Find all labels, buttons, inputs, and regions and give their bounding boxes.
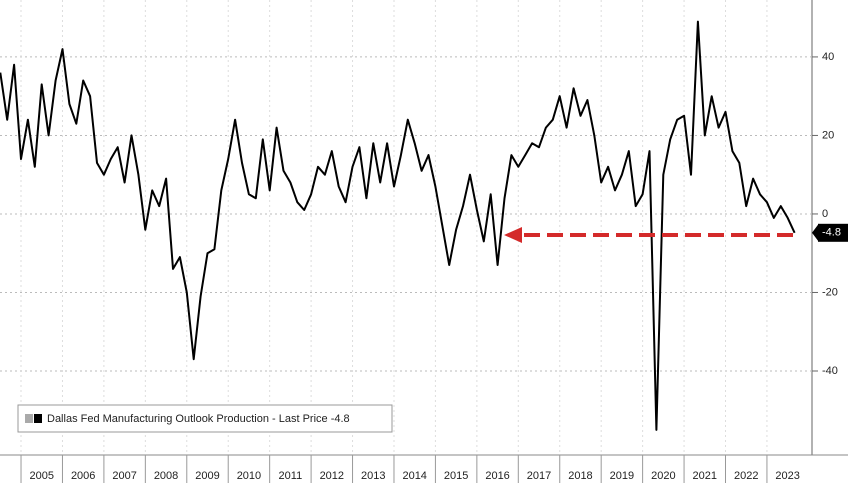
series-line [0,20,796,431]
x-tick-label: 2011 [279,470,303,482]
x-tick-label: 2012 [320,470,344,482]
x-tick-label: 2020 [651,470,675,482]
last-value-box [818,223,848,242]
x-tick-label: 2016 [485,470,509,482]
x-tick-label: 2019 [610,470,634,482]
x-tick-label: 2013 [361,470,385,482]
legend: Dallas Fed Manufacturing Outlook Product… [17,404,393,433]
x-tick-label: 2008 [154,470,178,482]
y-tick-label: -20 [822,286,838,298]
arrow-head [504,227,522,243]
x-tick-label: 2022 [734,470,758,482]
annotation-arrow [504,227,793,243]
x-tick-label: 2018 [568,470,592,482]
legend-label: Dallas Fed Manufacturing Outlook Product… [47,413,350,425]
x-tick-label: 2023 [775,470,799,482]
x-tick-label: 2005 [29,470,53,482]
x-tick-label: 2006 [71,470,95,482]
plot-area [0,0,812,455]
x-tick-label: 2007 [112,470,136,482]
legend-icon [25,414,33,423]
x-tick-label: 2015 [444,470,468,482]
x-tick-label: 2010 [237,470,261,482]
legend-box [17,404,393,433]
y-tick-label: 0 [822,208,828,220]
legend-swatch [34,414,42,423]
y-tick-label: 20 [822,129,834,141]
last-value-label: -4.8 [822,227,841,239]
x-tick-label: 2021 [693,470,717,482]
x-tick-label: 2009 [195,470,219,482]
y-tick-label: 40 [822,51,834,63]
x-tick-label: 2017 [527,470,551,482]
x-tick-label: 2014 [402,470,426,482]
y-tick-label: -40 [822,365,838,377]
last-value-pointer [812,224,818,241]
